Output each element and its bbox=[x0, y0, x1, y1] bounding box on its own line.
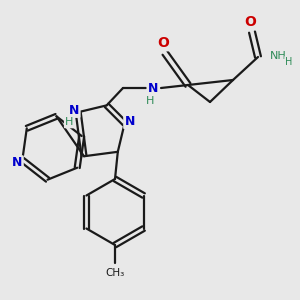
Text: N: N bbox=[124, 115, 135, 128]
Text: N: N bbox=[148, 82, 158, 94]
Text: H: H bbox=[285, 57, 293, 67]
Text: O: O bbox=[244, 15, 256, 29]
Text: N: N bbox=[69, 104, 80, 117]
Text: NH: NH bbox=[270, 51, 286, 61]
Text: O: O bbox=[157, 36, 169, 50]
Text: H: H bbox=[146, 96, 154, 106]
Text: CH₃: CH₃ bbox=[105, 268, 124, 278]
Text: N: N bbox=[12, 157, 22, 169]
Text: H: H bbox=[65, 117, 74, 127]
